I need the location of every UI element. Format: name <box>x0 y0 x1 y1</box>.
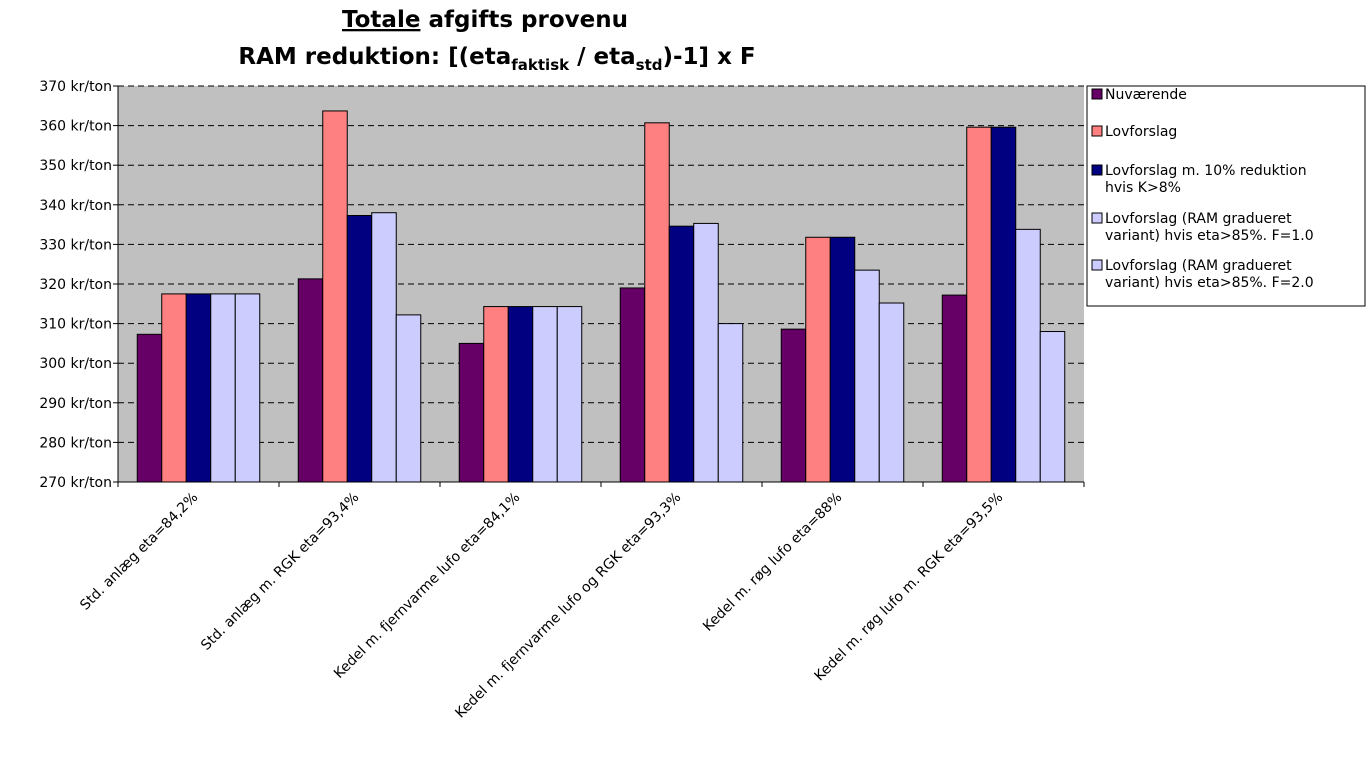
y-tick-label: 350 kr/ton <box>39 158 112 174</box>
y-tick-label: 280 kr/ton <box>39 435 112 451</box>
x-tick-label: Kedel m. røg lufo m. RGK eta=93,5% <box>812 490 1007 685</box>
bar <box>878 302 905 483</box>
bar <box>161 293 187 483</box>
y-tick-label: 320 kr/ton <box>39 277 112 293</box>
bar <box>780 328 807 483</box>
legend-swatch <box>1091 212 1103 224</box>
bar <box>805 236 831 483</box>
legend-label: Nuværende <box>1105 87 1187 103</box>
x-tick-label: Kedel m. fjernvarme lufo eta=84,1% <box>331 490 523 682</box>
legend-swatch <box>1091 164 1103 176</box>
chart-title-line2-suffix: )-1] x F <box>662 44 755 70</box>
bar <box>668 225 695 483</box>
bar <box>507 306 534 483</box>
bar <box>644 122 670 483</box>
legend-swatch <box>1091 259 1103 271</box>
bar <box>556 306 583 483</box>
legend-swatch <box>1091 88 1103 100</box>
y-tick-label: 270 kr/ton <box>39 475 112 491</box>
legend-label: Lovforslag (RAM gradueret <box>1105 258 1292 274</box>
y-tick-label: 290 kr/ton <box>39 396 112 412</box>
bar <box>532 306 558 483</box>
bar <box>717 323 744 483</box>
legend-label: hvis K>8% <box>1105 180 1181 196</box>
bar <box>693 222 719 483</box>
bar <box>829 236 856 483</box>
bar <box>322 110 348 483</box>
x-tick-label: Std. anlæg eta=84,2% <box>77 490 201 614</box>
legend <box>1086 85 1366 307</box>
bar <box>990 126 1017 483</box>
gridlines <box>118 85 1084 443</box>
y-axis-ticks: 270 kr/ton 280 kr/ton 290 kr/ton 300 kr/ton… <box>39 79 118 491</box>
chart-title-line2: RAM reduktion: [(etafaktisk / etastd)-1]… <box>238 44 755 74</box>
chart-title-line1: Totale afgifts provenu <box>342 7 628 33</box>
legend-label: Lovforslag <box>1105 124 1177 140</box>
bar <box>458 342 485 483</box>
bar <box>1039 331 1066 483</box>
x-tick-label: Std. anlæg m. RGK eta=93,4% <box>198 490 362 654</box>
y-tick-label: 340 kr/ton <box>39 198 112 214</box>
y-tick-label: 360 kr/ton <box>39 119 112 135</box>
y-tick-label: 370 kr/ton <box>39 79 112 95</box>
legend-label: Lovforslag (RAM gradueret <box>1105 211 1292 227</box>
legend-label: Lovforslag m. 10% reduktion <box>1105 163 1307 179</box>
bar <box>1015 228 1041 483</box>
chart-title-subscript-std: std <box>636 56 663 74</box>
chart-title-subscript-faktisk: faktisk <box>511 56 570 74</box>
x-axis-ticks: Std. anlæg eta=84,2%Std. anlæg m. RGK et… <box>77 482 1085 722</box>
bar <box>234 293 261 483</box>
chart-title-underlined-word: Totale <box>342 7 420 33</box>
bar <box>395 314 422 483</box>
chart-title-line1-rest: afgifts provenu <box>428 7 628 33</box>
x-tick-label: Kedel m. røg lufo eta=88% <box>700 490 845 635</box>
bar <box>483 306 509 483</box>
bar <box>941 294 968 483</box>
bar <box>297 278 324 483</box>
legend-swatch <box>1091 125 1103 137</box>
bar <box>185 293 212 483</box>
chart-title-line2-mid: / eta <box>569 44 636 70</box>
legend-entries: Nuværende Lovforslag Lovforslag m. 10% red… <box>1091 87 1314 291</box>
y-tick-label: 300 kr/ton <box>39 356 112 372</box>
bar <box>966 126 992 483</box>
bars <box>136 110 1066 483</box>
legend-label: variant) hvis eta>85%. F=1.0 <box>1105 228 1314 244</box>
y-tick-label: 310 kr/ton <box>39 317 112 333</box>
chart-title-line2-prefix: RAM reduktion: [(eta <box>238 44 511 70</box>
bar <box>136 333 163 483</box>
bar <box>371 212 397 483</box>
bar <box>854 269 880 483</box>
bar <box>210 293 236 483</box>
bar <box>619 287 646 483</box>
y-tick-label: 330 kr/ton <box>39 237 112 253</box>
legend-label: variant) hvis eta>85%. F=2.0 <box>1105 275 1314 291</box>
bar <box>346 214 373 483</box>
